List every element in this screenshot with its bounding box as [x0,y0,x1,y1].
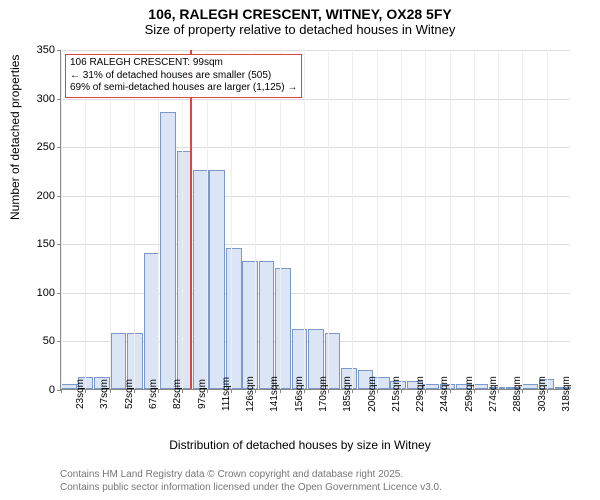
xtick-label: 185sqm [342,376,353,412]
histogram-bar [209,170,225,389]
xtick-label: 288sqm [512,376,523,412]
gridline-v [134,50,135,389]
gridline-v [474,50,475,389]
gridline-v [61,50,62,389]
ytick-label: 200 [15,190,55,202]
x-axis-label: Distribution of detached houses by size … [0,438,600,452]
ytick-label: 350 [15,44,55,56]
gridline-v [255,50,256,389]
annotation-line1: 106 RALEGH CRESCENT: 99sqm [70,57,297,70]
gridline-v [304,50,305,389]
annotation-box: 106 RALEGH CRESCENT: 99sqm ← 31% of deta… [65,54,302,98]
histogram-bar [522,384,538,389]
ytick-label: 0 [15,384,55,396]
annotation-line2: ← 31% of detached houses are smaller (50… [70,70,297,83]
gridline-v [352,50,353,389]
xtick-label: 318sqm [561,376,572,412]
histogram-bar [226,248,242,389]
annotation-line3: 69% of semi-detached houses are larger (… [70,82,297,95]
xtick-label: 82sqm [172,379,183,409]
title-block: 106, RALEGH CRESCENT, WITNEY, OX28 5FY S… [0,0,600,37]
gridline-v [498,50,499,389]
gridline-v [401,50,402,389]
ytick-label: 250 [15,141,55,153]
histogram-bar [275,268,291,389]
histogram-bar [473,384,489,389]
gridline-h [61,147,570,148]
gridline-h [61,196,570,197]
title-line2: Size of property relative to detached ho… [0,22,600,37]
marker-line [190,50,192,389]
gridline-v [85,50,86,389]
xtick-label: 200sqm [367,376,378,412]
xtick-label: 97sqm [197,379,208,409]
gridline-v [377,50,378,389]
xtick-label: 244sqm [439,376,450,412]
gridline-v [280,50,281,389]
gridline-v [158,50,159,389]
xtick-label: 229sqm [415,376,426,412]
ytick-label: 50 [15,335,55,347]
xtick-label: 52sqm [124,379,135,409]
xtick-label: 37sqm [99,379,110,409]
xtick-label: 259sqm [464,376,475,412]
xtick-label: 170sqm [318,376,329,412]
histogram-bar [259,261,275,389]
xtick-label: 126sqm [245,376,256,412]
xtick-label: 156sqm [294,376,305,412]
gridline-h [61,50,570,51]
gridline-h [61,244,570,245]
xtick-label: 274sqm [488,376,499,412]
gridline-v [231,50,232,389]
xtick-label: 303sqm [537,376,548,412]
title-line1: 106, RALEGH CRESCENT, WITNEY, OX28 5FY [0,6,600,22]
xtick-label: 141sqm [269,376,280,412]
ytick-label: 150 [15,238,55,250]
chart-plot-area: 106 RALEGH CRESCENT: 99sqm ← 31% of deta… [60,50,570,390]
gridline-v [207,50,208,389]
gridline-v [328,50,329,389]
xtick-label: 215sqm [391,376,402,412]
histogram-bar [160,112,176,389]
gridline-v [182,50,183,389]
xtick-mark [61,389,62,393]
xtick-label: 111sqm [221,377,232,411]
footer-line1: Contains HM Land Registry data © Crown c… [60,469,442,482]
gridline-v [522,50,523,389]
footer-attribution: Contains HM Land Registry data © Crown c… [60,469,442,494]
xtick-label: 23sqm [75,379,86,409]
chart-container: 106, RALEGH CRESCENT, WITNEY, OX28 5FY S… [0,0,600,500]
gridline-h [61,99,570,100]
gridline-v [425,50,426,389]
histogram-bar [144,253,160,389]
footer-line2: Contains public sector information licen… [60,482,442,495]
xtick-label: 67sqm [148,379,159,409]
gridline-v [547,50,548,389]
ytick-label: 300 [15,93,55,105]
ytick-label: 100 [15,287,55,299]
gridline-h [61,293,570,294]
gridline-v [450,50,451,389]
gridline-v [110,50,111,389]
